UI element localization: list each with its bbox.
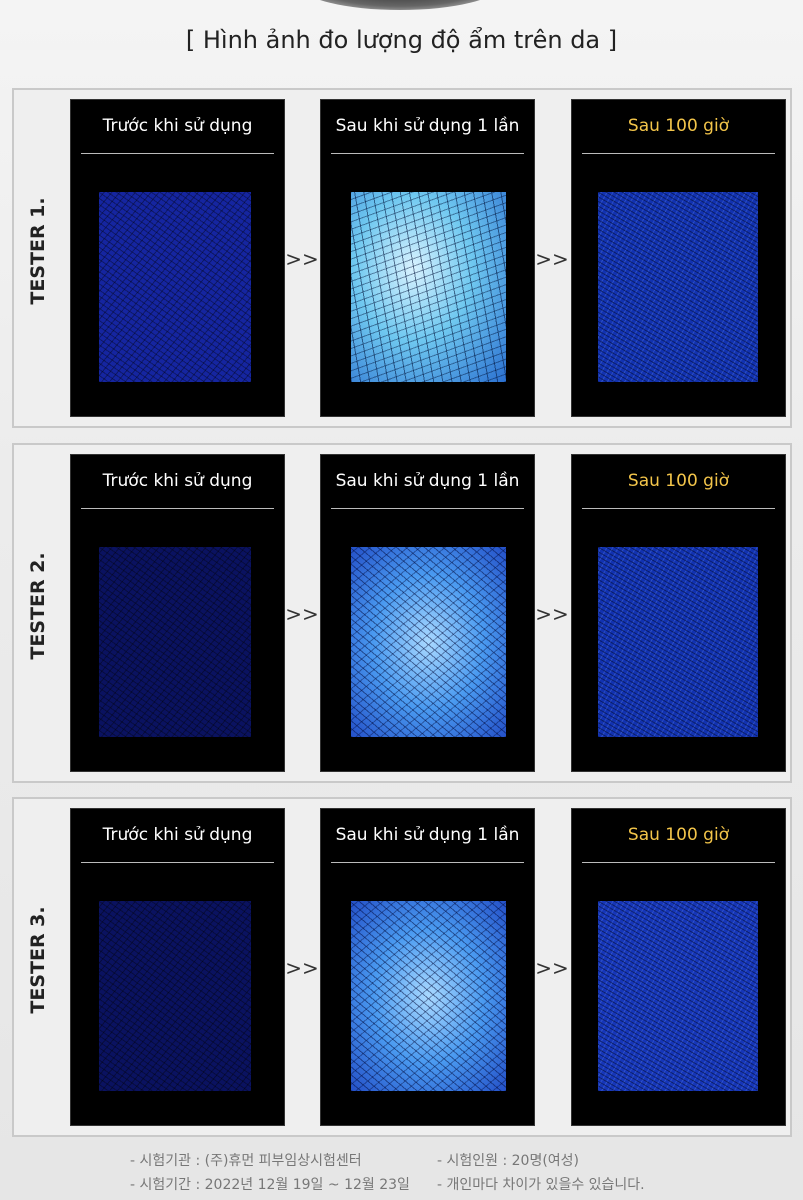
panel-label: Sau 100 giờ [627, 825, 730, 845]
skin-image [99, 547, 251, 737]
image-panel: Sau 100 giờ [571, 808, 786, 1126]
arrow: >> [535, 247, 569, 271]
footer-note: - 시험기관 : (주)휴먼 피부임상시험센터 [130, 1153, 362, 1169]
tester-label: TESTER 2. [27, 552, 49, 660]
tester-block: TESTER 2. Trước khi sử dụng Sau khi sử dụn… [12, 443, 792, 783]
skin-image [99, 901, 251, 1091]
footer-note: - 시험인원 : 20명(여성) [437, 1153, 580, 1169]
arrow: >> [285, 956, 319, 980]
arrow: >> [535, 956, 569, 980]
divider [582, 508, 775, 509]
panel-label: Trước khi sử dụng [102, 825, 253, 845]
arrow: >> [535, 602, 569, 626]
panel-label: Sau khi sử dụng 1 lần [335, 116, 520, 136]
divider [582, 153, 775, 154]
skin-image [598, 192, 758, 382]
image-panel: Sau 100 giờ [571, 454, 786, 772]
image-panel: Sau khi sử dụng 1 lần [320, 808, 535, 1126]
page-title: [ Hình ảnh đo lượng độ ẩm trên da ] [185, 26, 618, 54]
panel-label: Trước khi sử dụng [102, 471, 253, 491]
divider [331, 508, 524, 509]
skin-image [598, 901, 758, 1091]
panel-label: Sau khi sử dụng 1 lần [335, 825, 520, 845]
divider [582, 862, 775, 863]
image-panel: Sau khi sử dụng 1 lần [320, 454, 535, 772]
arrow: >> [285, 602, 319, 626]
divider [81, 153, 274, 154]
footer-note: - 시험기간 : 2022년 12월 19일 ~ 12월 23일 [130, 1177, 410, 1193]
arrow: >> [285, 247, 319, 271]
skin-image [99, 192, 251, 382]
image-panel: Trước khi sử dụng [70, 808, 285, 1126]
footer-note: - 개인마다 차이가 있을수 있습니다. [437, 1177, 645, 1193]
panel-label: Sau 100 giờ [627, 116, 730, 136]
divider [331, 153, 524, 154]
image-panel: Sau 100 giờ [571, 99, 786, 417]
panel-label: Sau 100 giờ [627, 471, 730, 491]
panel-label: Sau khi sử dụng 1 lần [335, 471, 520, 491]
skin-image [351, 547, 506, 737]
tester-block: TESTER 3. Trước khi sử dụng Sau khi sử dụn… [12, 797, 792, 1137]
divider [81, 862, 274, 863]
image-panel: Trước khi sử dụng [70, 454, 285, 772]
divider [81, 508, 274, 509]
skin-image [351, 901, 506, 1091]
divider [331, 862, 524, 863]
panel-label: Trước khi sử dụng [102, 116, 253, 136]
skin-image [598, 547, 758, 737]
tester-label: TESTER 1. [27, 197, 49, 305]
image-panel: Trước khi sử dụng [70, 99, 285, 417]
skin-image [351, 192, 506, 382]
tester-label: TESTER 3. [27, 906, 49, 1014]
tester-block: TESTER 1. Trước khi sử dụng Sau khi sử dụn… [12, 88, 792, 428]
image-panel: Sau khi sử dụng 1 lần [320, 99, 535, 417]
decoration [300, 0, 500, 10]
